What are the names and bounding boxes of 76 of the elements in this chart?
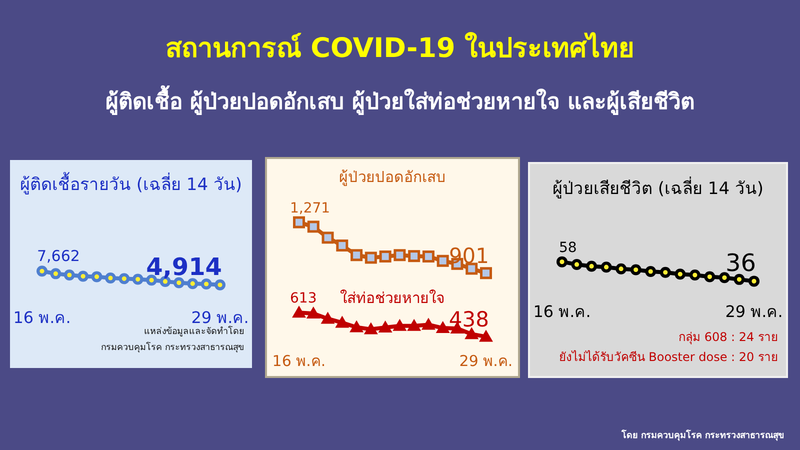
- point: [408, 250, 420, 262]
- point: [421, 318, 436, 330]
- point: [104, 272, 116, 284]
- point: [660, 266, 671, 278]
- point: [718, 272, 730, 284]
- point: [645, 266, 656, 277]
- point: [394, 249, 406, 262]
- x-tick-label: 29 พ.ค.: [725, 302, 783, 321]
- point: [479, 330, 493, 342]
- point: [292, 306, 306, 318]
- point: [36, 266, 48, 277]
- data-label: 613: [290, 290, 317, 307]
- point: [118, 273, 130, 284]
- point: [630, 264, 642, 276]
- x-tick-label: 29 พ.ค.: [191, 308, 249, 327]
- point: [734, 274, 745, 285]
- point: [214, 279, 226, 290]
- point: [200, 278, 212, 290]
- text: ผู้ป่วยปอดอักเสบ: [338, 167, 447, 188]
- data-label: 901: [448, 244, 489, 268]
- point: [78, 270, 89, 282]
- point: [556, 256, 568, 268]
- point: [616, 263, 627, 274]
- text: ยังไม่ได้รับวัคซีน Booster dose : 20 ราย: [558, 349, 778, 366]
- x-tick-label: 16 พ.ค.: [533, 302, 591, 321]
- data-label: 7,662: [37, 247, 80, 266]
- data-label: 36: [725, 249, 756, 278]
- point: [586, 260, 598, 272]
- text: โดย กรมควบคุมโรค กระทรวงสาธารณสุข: [622, 428, 784, 442]
- text: ผู้ติดเชื้อ ผู้ป่วยปอดอักเสบ ผู้ป่วยใส่ท่อช่วยหายใจ และผู้เสียชีวิต: [104, 84, 696, 117]
- data-label: 4,914: [146, 252, 222, 281]
- point: [364, 322, 378, 334]
- point: [379, 250, 392, 262]
- point: [407, 318, 422, 331]
- point: [364, 252, 377, 264]
- point: [378, 320, 392, 333]
- text: แหล่งข้อมูลและจัดทำโดย: [144, 324, 244, 338]
- x-tick-label: 29 พ.ค.: [459, 352, 513, 370]
- point: [436, 254, 449, 267]
- point: [91, 271, 102, 282]
- point: [350, 320, 364, 332]
- point: [64, 269, 75, 280]
- point: [293, 216, 305, 228]
- point: [674, 268, 686, 280]
- point: [480, 267, 492, 280]
- point: [350, 249, 363, 262]
- point: [307, 220, 320, 233]
- point: [571, 258, 582, 270]
- data-label: 438: [448, 308, 489, 332]
- point: [422, 250, 434, 262]
- point: [336, 240, 348, 252]
- data-label: 1,271: [290, 200, 330, 216]
- point: [335, 316, 350, 328]
- point: [320, 312, 335, 324]
- chart-title: ผู้ป่วยเสียชีวิต (เฉลี่ย 14 วัน): [551, 176, 765, 201]
- text: สถานการณ์ COVID-19 ในประเทศไทย: [164, 31, 636, 66]
- text: กรมควบคุมโรค กระทรวงสาธารณสุข: [101, 340, 244, 354]
- x-tick-label: 16 พ.ค.: [272, 352, 326, 370]
- point: [187, 278, 198, 290]
- chart-title: ผู้ติดเชื้อรายวัน (เฉลี่ย 14 วัน): [18, 171, 244, 197]
- point: [322, 232, 334, 244]
- point: [466, 262, 478, 275]
- point: [464, 327, 479, 340]
- series-label: ใส่ท่อช่วยหายใจ: [340, 289, 445, 307]
- point: [132, 274, 144, 285]
- data-label: 58: [559, 240, 577, 256]
- point: [748, 276, 760, 287]
- point: [600, 262, 612, 273]
- point: [392, 318, 407, 331]
- point: [50, 268, 62, 280]
- point: [689, 270, 700, 281]
- point: [306, 306, 320, 318]
- point: [436, 321, 450, 334]
- point: [704, 271, 716, 282]
- x-tick-label: 16 พ.ค.: [13, 308, 71, 327]
- text: กลุ่ม 608 : 24 ราย: [678, 329, 778, 346]
